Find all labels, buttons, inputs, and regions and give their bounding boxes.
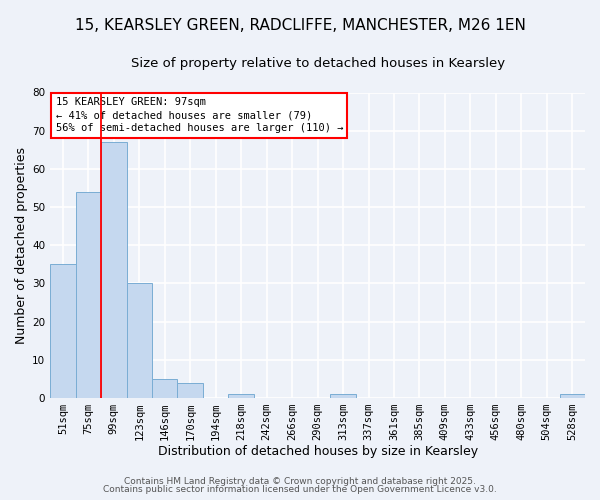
Text: 15, KEARSLEY GREEN, RADCLIFFE, MANCHESTER, M26 1EN: 15, KEARSLEY GREEN, RADCLIFFE, MANCHESTE… [74, 18, 526, 32]
Text: Contains public sector information licensed under the Open Government Licence v3: Contains public sector information licen… [103, 485, 497, 494]
Bar [560, 394, 585, 398]
Bar [152, 379, 178, 398]
Bar [50, 264, 76, 398]
Bar [331, 394, 356, 398]
Y-axis label: Number of detached properties: Number of detached properties [15, 146, 28, 344]
Title: Size of property relative to detached houses in Kearsley: Size of property relative to detached ho… [131, 58, 505, 70]
Bar [101, 142, 127, 398]
X-axis label: Distribution of detached houses by size in Kearsley: Distribution of detached houses by size … [158, 444, 478, 458]
Bar [229, 394, 254, 398]
Text: 15 KEARSLEY GREEN: 97sqm
← 41% of detached houses are smaller (79)
56% of semi-d: 15 KEARSLEY GREEN: 97sqm ← 41% of detach… [56, 97, 343, 134]
Bar [178, 382, 203, 398]
Bar [127, 284, 152, 398]
Text: Contains HM Land Registry data © Crown copyright and database right 2025.: Contains HM Land Registry data © Crown c… [124, 478, 476, 486]
Bar [76, 192, 101, 398]
